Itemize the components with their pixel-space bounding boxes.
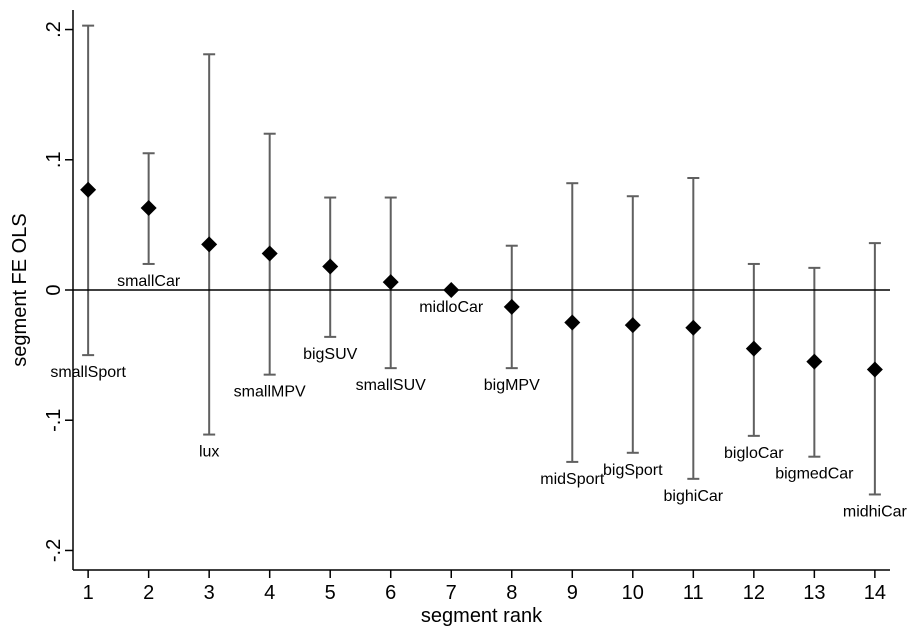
x-tick-label: 3 bbox=[204, 582, 215, 604]
data-point bbox=[564, 314, 581, 331]
error-bars-layer bbox=[82, 24, 881, 496]
point-label: bigSUV bbox=[303, 346, 358, 363]
x-tick-label: 9 bbox=[567, 582, 578, 604]
point-label: midloCar bbox=[419, 299, 484, 316]
x-tick-label: 11 bbox=[683, 582, 704, 604]
x-tick-label: 10 bbox=[622, 582, 644, 604]
point-label: bigloCar bbox=[724, 445, 784, 462]
y-tick-label: 0 bbox=[43, 284, 65, 295]
data-point bbox=[140, 199, 157, 216]
data-point bbox=[382, 274, 399, 291]
x-tick-label: 12 bbox=[743, 582, 765, 604]
data-point bbox=[261, 245, 278, 262]
data-point bbox=[866, 361, 883, 378]
point-label: bigSport bbox=[603, 462, 663, 479]
y-tick-label: .1 bbox=[43, 151, 65, 168]
point-label: bigmedCar bbox=[775, 466, 854, 483]
data-point bbox=[685, 319, 702, 336]
x-tick-label: 14 bbox=[864, 582, 886, 604]
point-label: smallSUV bbox=[356, 377, 427, 394]
point-label: bighiCar bbox=[664, 488, 724, 505]
markers-layer bbox=[80, 181, 883, 378]
x-tick-label: 8 bbox=[506, 582, 517, 604]
x-tick-label: 1 bbox=[83, 582, 94, 604]
data-point bbox=[80, 181, 97, 198]
axes: .2.10-.1-.2 1 2 3 4 5 6 7 8 9 10 11 12 13 14 bbox=[43, 10, 890, 604]
x-axis-title: segment rank bbox=[421, 605, 543, 627]
point-labels-layer: smallSport smallCar lux smallMPV bigSUV small… bbox=[50, 273, 907, 521]
point-label: smallCar bbox=[117, 273, 181, 290]
x-tick-label: 7 bbox=[446, 582, 457, 604]
data-point bbox=[201, 236, 218, 253]
x-tick-label: 4 bbox=[264, 582, 275, 604]
y-ticks: .2 .1 0 -.1 -.2 bbox=[43, 21, 73, 562]
data-point bbox=[322, 258, 339, 275]
point-label: bigMPV bbox=[484, 377, 540, 394]
x-tick-label: 6 bbox=[385, 582, 396, 604]
y-tick-label: -.2 bbox=[43, 539, 65, 562]
point-label: smallMPV bbox=[234, 384, 306, 401]
point-label: midhiCar bbox=[843, 503, 907, 520]
x-tick-label: 13 bbox=[803, 582, 825, 604]
data-point bbox=[624, 317, 641, 334]
x-tick-label: 2 bbox=[143, 582, 154, 604]
point-label: lux bbox=[199, 444, 219, 461]
data-point bbox=[503, 298, 520, 315]
x-ticks: 1 2 3 4 5 6 7 8 9 10 11 12 13 14 bbox=[83, 570, 886, 604]
y-axis-title: segment FE OLS bbox=[9, 213, 31, 366]
data-point bbox=[745, 340, 762, 357]
point-label: midSport bbox=[540, 471, 605, 488]
y-tick-label: .2 bbox=[43, 21, 65, 38]
y-tick-label: -.1 bbox=[43, 409, 65, 432]
point-label: smallSport bbox=[50, 364, 126, 381]
data-point bbox=[443, 282, 460, 298]
x-tick-label: 5 bbox=[325, 582, 336, 604]
data-point bbox=[806, 353, 823, 370]
